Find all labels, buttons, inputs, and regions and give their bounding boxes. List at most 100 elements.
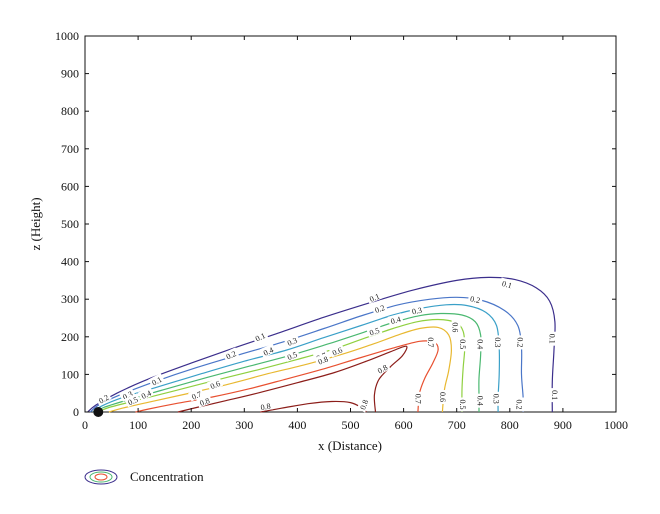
contour-label-19: 0.4 [390, 315, 402, 326]
x-tick-label: 400 [288, 418, 306, 432]
contour-label-bg [548, 331, 558, 346]
contour-label-bg [414, 391, 424, 406]
contour-label-bg [257, 400, 274, 412]
contour-label-38: 0.8 [260, 402, 271, 413]
y-tick-label: 800 [61, 104, 79, 118]
contour-label-30: 0.6 [438, 392, 447, 402]
contour-label-bg [137, 386, 155, 401]
contour-label-3: 0.1 [501, 279, 513, 290]
contour-label-bg [251, 329, 269, 344]
contour-label-6: 0.2 [97, 393, 110, 406]
contour-label-bg [516, 335, 526, 350]
contour-label-bg [373, 360, 391, 376]
y-axis-ticks: 0 100 200 300 400 500 600 700 800 900 1000 [55, 29, 616, 419]
contour-label-bg [196, 394, 213, 408]
legend-label: Concentration [130, 469, 204, 484]
y-axis-label: z (Height) [28, 197, 43, 250]
contour-label-26: 0.5 [458, 400, 467, 410]
y-tick-label: 1000 [55, 29, 79, 43]
contour-label-bg [409, 304, 425, 316]
contour-label-22: 0.5 [127, 395, 140, 407]
contour-label-bg [119, 387, 136, 402]
contour-label-27: 0.6 [209, 379, 222, 391]
y-tick-label: 0 [73, 405, 79, 419]
contour-label-bg [188, 387, 205, 402]
contour-label-10: 0.2 [515, 337, 524, 347]
legend-icon [84, 469, 118, 485]
contour-label-bg [366, 290, 383, 304]
x-tick-label: 300 [235, 418, 253, 432]
x-axis-label: x (Distance) [318, 438, 382, 453]
contour-label-25: 0.5 [458, 339, 467, 349]
contour-line-0-6-5 [108, 326, 453, 413]
contour-label-15: 0.3 [493, 337, 502, 347]
contour-label-bg [499, 277, 516, 290]
contour-label-bg [476, 393, 486, 408]
contour-label-bg [387, 313, 404, 326]
x-tick-label: 1000 [604, 418, 628, 432]
contour-label-34: 0.7 [414, 394, 423, 404]
contour-label-bg [459, 397, 469, 412]
contour-label-bg [492, 391, 502, 406]
legend: Concentration [84, 469, 204, 485]
contour-label-1: 0.1 [254, 331, 267, 343]
contour-label-17: 0.4 [140, 389, 153, 401]
contour-label-5: 0.1 [550, 390, 559, 400]
x-tick-label: 100 [129, 418, 147, 432]
y-tick-label: 400 [61, 255, 79, 269]
contour-label-9: 0.2 [469, 294, 481, 305]
contour-label-21: 0.4 [476, 396, 485, 406]
contour-label-39: 0.8 [358, 398, 370, 410]
x-tick-label: 900 [554, 418, 572, 432]
contour-label-24: 0.5 [368, 326, 380, 338]
contour-label-28: 0.6 [331, 346, 344, 358]
contour-label-bg [314, 352, 331, 367]
contour-label-7: 0.2 [225, 349, 238, 361]
contour-label-23: 0.5 [286, 350, 299, 362]
contour-label-bg [550, 388, 560, 403]
contour-label-bg [283, 334, 301, 348]
x-tick-label: 500 [342, 418, 360, 432]
contour-line-0-1-0 [87, 276, 556, 413]
contour-label-14: 0.3 [411, 306, 422, 317]
contour-label-bg [356, 396, 370, 413]
y-tick-label: 700 [61, 142, 79, 156]
y-tick-label: 100 [61, 367, 79, 381]
contour-line-0-8-7 [177, 345, 408, 413]
x-tick-label: 0 [82, 418, 88, 432]
contour-label-11: 0.2 [514, 400, 523, 410]
contour-label-33: 0.7 [426, 337, 435, 347]
contour-label-18: 0.4 [262, 345, 275, 357]
x-tick-label: 800 [501, 418, 519, 432]
contour-label-bg [366, 324, 383, 338]
contour-label-bg [494, 335, 504, 350]
source-marker [93, 407, 104, 417]
contour-label-36: 0.8 [317, 355, 330, 367]
contour-label-bg [467, 292, 484, 305]
y-tick-label: 500 [61, 217, 79, 231]
contour-label-bg [95, 390, 112, 406]
contour-label-bg [451, 320, 461, 335]
x-tick-label: 700 [448, 418, 466, 432]
contour-label-37: 0.8 [376, 363, 389, 376]
contour-label-2: 0.1 [368, 292, 381, 304]
contour-labels: 0.10.10.10.10.10.10.20.20.20.20.20.20.30… [95, 277, 560, 413]
contour-label-bg [222, 347, 240, 362]
contour-label-bg [259, 343, 277, 358]
contour-label-bg [283, 348, 301, 362]
contour-label-4: 0.1 [547, 334, 556, 344]
contour-label-35: 0.8 [198, 396, 210, 408]
y-tick-label: 300 [61, 292, 79, 306]
contour-label-bg [459, 337, 469, 352]
contour-label-bg [438, 390, 448, 404]
contour-label-13: 0.3 [286, 336, 299, 348]
contour-label-bg [148, 373, 165, 388]
x-axis-ticks: 0 100 200 300 400 500 600 700 800 900 1000 [82, 36, 628, 432]
y-tick-label: 600 [61, 179, 79, 193]
contour-label-bg [515, 397, 525, 412]
contour-label-8: 0.2 [374, 303, 386, 315]
contour-label-bg [427, 335, 437, 350]
contour-label-20: 0.4 [476, 339, 485, 349]
